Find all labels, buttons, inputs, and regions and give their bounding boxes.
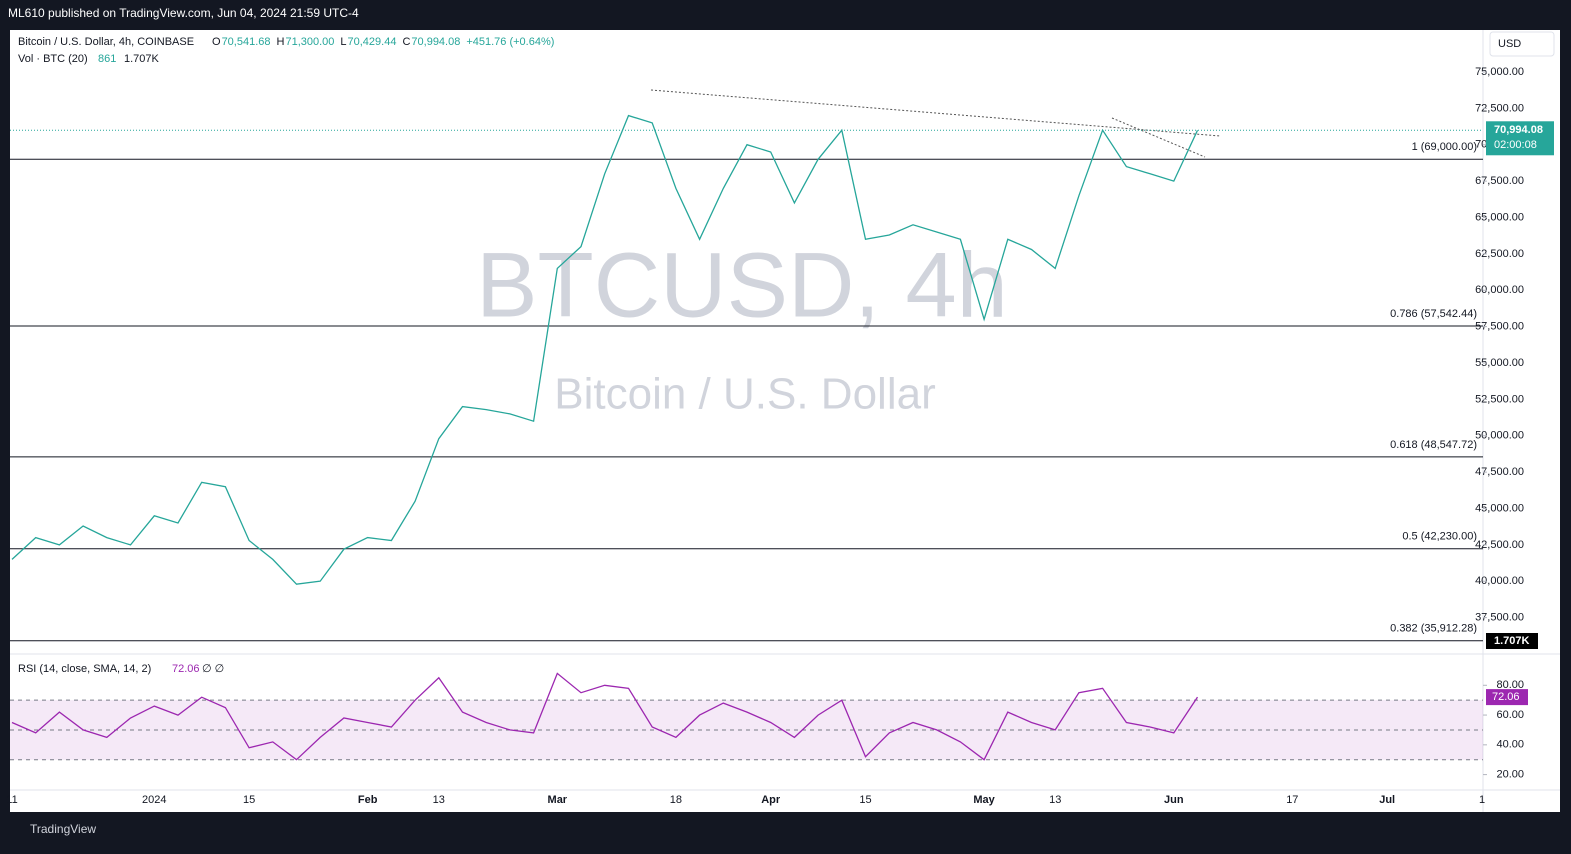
trendline [1111, 117, 1206, 158]
symbol: Bitcoin / U.S. Dollar, 4h, COINBASE [18, 36, 194, 48]
last-price-box [1486, 121, 1554, 156]
y-tick-label: 45,000.00 [1475, 502, 1524, 514]
watermark-sub: Bitcoin / U.S. Dollar [554, 370, 935, 419]
watermark: BTCUSD, 4h [476, 234, 1008, 336]
y-tick-label: 50,000.00 [1475, 430, 1524, 442]
rsi-title: RSI (14, close, SMA, 14, 2) [18, 663, 151, 675]
fib-label: 0.786 (57,542.44) [1390, 308, 1477, 320]
x-tick-label: 15 [859, 794, 871, 806]
ohlc-value: 71,300.00 [285, 36, 334, 48]
y-tick-label: 75,000.00 [1475, 66, 1524, 78]
last-price: 70,994.08 [1494, 124, 1543, 136]
publisher: ML610 published on TradingView.com, Jun … [8, 6, 359, 20]
fib-label: 0.382 (35,912.28) [1390, 623, 1477, 635]
price-line [11, 114, 1199, 585]
y-tick-label: 47,500.00 [1475, 466, 1524, 478]
x-tick-label: 18 [670, 794, 682, 806]
ohlc-key: O [212, 36, 221, 48]
volume-label: Vol · BTC (20) [18, 53, 88, 65]
ohlc-key: H [277, 36, 285, 48]
x-tick-label: 13 [1049, 794, 1061, 806]
y-tick-label: 55,000.00 [1475, 357, 1524, 369]
y-tick-label: 42,500.00 [1475, 539, 1524, 551]
ohlc-value: 70,429.44 [348, 36, 397, 48]
x-tick-label: 15 [243, 794, 255, 806]
y-tick-label: 72,500.00 [1475, 102, 1524, 114]
volume-sma-label: 1.707K [1494, 635, 1530, 647]
y-tick-label: 60,000.00 [1475, 284, 1524, 296]
volume-sma: 1.707K [124, 53, 160, 65]
y-tick-label: 40.00 [1496, 739, 1524, 751]
x-tick-label: 11 [6, 794, 17, 806]
y-tick-label: 80.00 [1496, 679, 1524, 691]
chart-background [10, 30, 1560, 812]
x-tick-label: 2024 [142, 794, 166, 806]
ohlc-value: 70,994.08 [411, 36, 460, 48]
y-tick-label: 20.00 [1496, 769, 1524, 781]
x-tick-label: Jun [1164, 794, 1184, 806]
x-tick-label: May [973, 794, 995, 806]
y-tick-label: 40,000.00 [1475, 575, 1524, 587]
fib-label: 1 (69,000.00) [1412, 141, 1477, 153]
change: +451.76 (+0.64%) [466, 36, 554, 48]
y-tick-label: 62,500.00 [1475, 248, 1524, 260]
currency-button[interactable] [1489, 31, 1555, 57]
ohlc-key: C [402, 36, 410, 48]
x-tick-label: Apr [761, 794, 781, 806]
rsi-value: 72.06 [172, 663, 200, 675]
trendline [650, 89, 1221, 137]
rsi-flags: ∅ ∅ [202, 663, 224, 675]
y-tick-label: 65,000.00 [1475, 211, 1524, 223]
y-tick-label: 52,500.00 [1475, 393, 1524, 405]
y-tick-label: 60.00 [1496, 709, 1524, 721]
y-tick-label: 67,500.00 [1475, 175, 1524, 187]
y-tick-label: 37,500.00 [1475, 612, 1524, 624]
countdown: 02:00:08 [1494, 139, 1537, 151]
x-tick-label: 17 [1286, 794, 1298, 806]
currency[interactable]: USD [1498, 38, 1521, 50]
x-tick-label: Jul [1379, 794, 1395, 806]
footer: TradingView [30, 822, 96, 836]
x-tick-label: Feb [358, 794, 378, 806]
x-tick-label: Mar [548, 794, 568, 806]
rsi-box [1486, 689, 1528, 706]
rsi-line [11, 672, 1199, 761]
fib-label: 0.5 (42,230.00) [1402, 531, 1477, 543]
rsi-current: 72.06 [1492, 691, 1520, 703]
ohlc-value: 70,541.68 [222, 36, 271, 48]
ohlc-key: L [340, 36, 346, 48]
x-tick-label: 1 [1479, 794, 1485, 806]
volume-box [1486, 633, 1538, 649]
x-tick-label: 13 [433, 794, 445, 806]
fib-label: 0.618 (48,547.72) [1390, 439, 1477, 451]
y-tick-label: 57,500.00 [1475, 321, 1524, 333]
volume-value: 861 [98, 53, 116, 65]
